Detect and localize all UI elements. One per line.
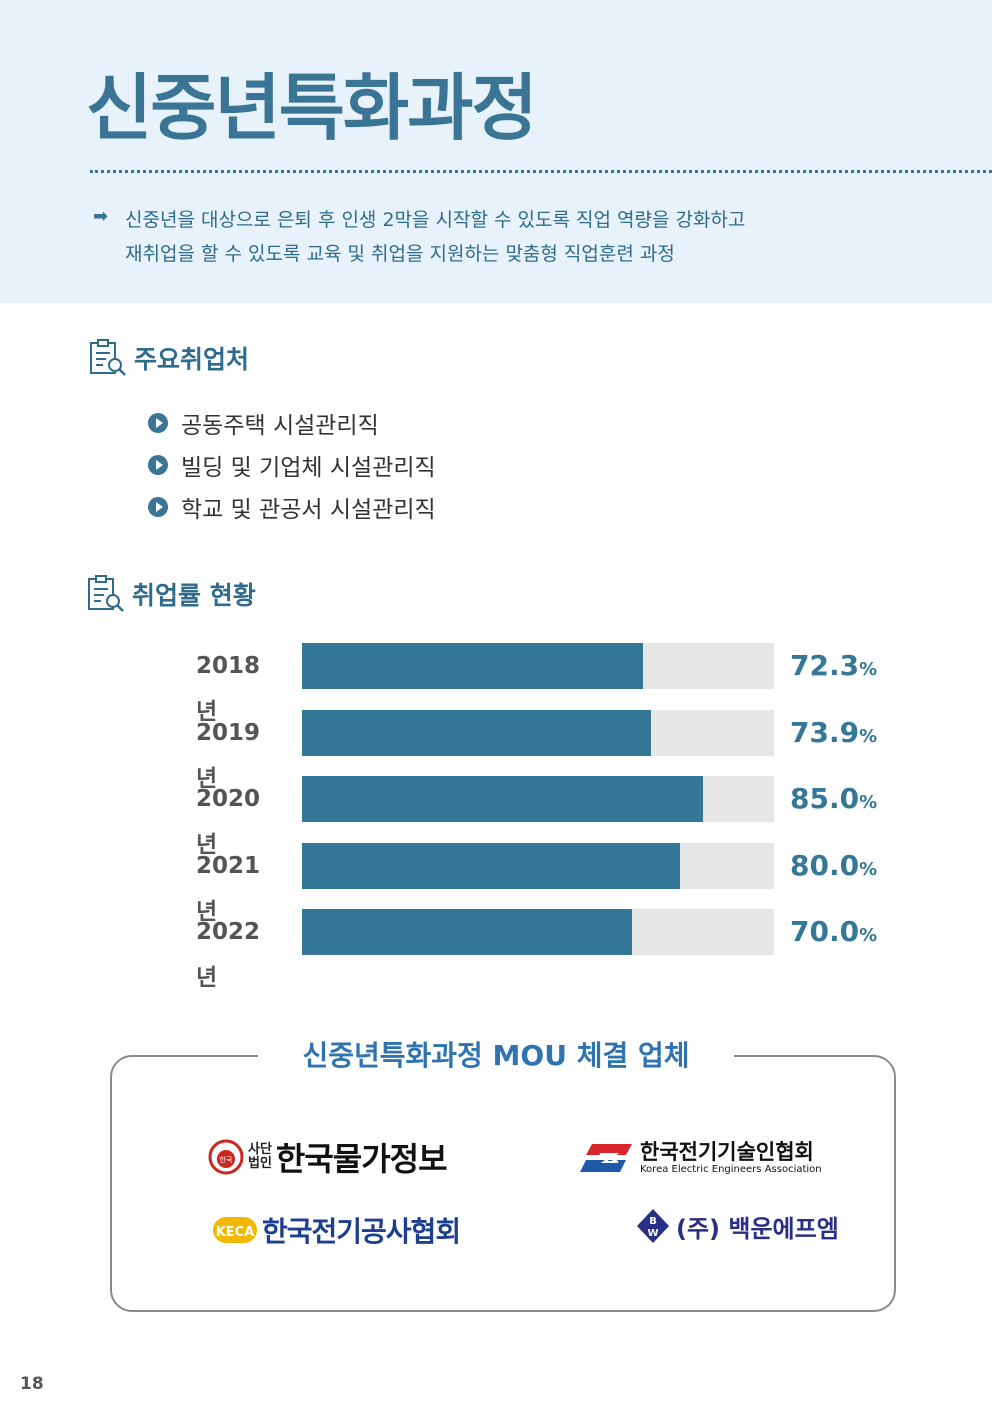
list-item: 학교 및 관공서 시설관리직 <box>148 486 436 528</box>
document-search-icon <box>88 575 124 612</box>
bar-track <box>302 776 774 822</box>
price-info-emblem-icon: 한국 <box>208 1139 244 1175</box>
section-title: 취업률 현황 <box>132 581 256 610</box>
bar-label: 2022년 <box>196 919 261 991</box>
logo-text: (주) 백운에프엠 <box>676 1214 839 1243</box>
baekwoon-emblem-icon: B W <box>637 1209 669 1243</box>
list-item-text: 빌딩 및 기업체 시설관리직 <box>181 455 436 481</box>
logo-keca: KECA 한국전기공사협회 <box>212 1210 461 1250</box>
list-item: 공동주택 시설관리직 <box>148 402 436 444</box>
header-band <box>0 0 992 303</box>
bar-value-label: 85.0% <box>790 782 878 815</box>
logo-prefix-top: 사단 <box>248 1142 272 1157</box>
logo-text: 한국물가정보 <box>275 1140 448 1178</box>
logo-kea: 한국전기기술인협회 Korea Electric Engineers Assoc… <box>578 1140 822 1176</box>
bar-track <box>302 909 774 955</box>
play-bullet-icon <box>148 413 168 433</box>
kea-emblem-icon <box>580 1144 632 1172</box>
logo-baekwoon: B W (주) 백운에프엠 <box>636 1208 839 1244</box>
bar-track <box>302 710 774 756</box>
bar <box>302 643 644 689</box>
play-bullet-icon <box>148 497 168 517</box>
keca-emblem-icon: KECA <box>213 1217 257 1243</box>
logo-text: 한국전기기술인협회 <box>640 1140 814 1164</box>
logo-prefix-bottom: 법인 <box>248 1156 272 1171</box>
intro-line: 재취업을 할 수 있도록 교육 및 취업을 지원하는 맞춤형 직업훈련 과정 <box>125 243 675 265</box>
page-title: 신중년특화과정 <box>86 66 538 150</box>
employers-heading: 주요취업처 <box>88 338 249 378</box>
bar <box>302 776 704 822</box>
bar-value-label: 73.9% <box>790 716 878 749</box>
logo-subtitle: Korea Electric Engineers Association <box>640 1164 822 1175</box>
bar-label: 2021년 <box>196 853 261 925</box>
emblem-text-top: B <box>649 1216 657 1227</box>
bar-track <box>302 843 774 889</box>
bar-value-label: 70.0% <box>790 915 878 948</box>
logo-korea-price-info: 한국 사단 법인 한국물가정보 <box>208 1134 448 1180</box>
bar <box>302 909 633 955</box>
bar-label: 2020년 <box>196 786 261 858</box>
bar-label: 2018년 <box>196 653 261 725</box>
bar-value-label: 72.3% <box>790 649 878 682</box>
bar <box>302 843 680 889</box>
list-item-text: 학교 및 관공서 시설관리직 <box>181 497 436 523</box>
mou-title: 신중년특화과정 MOU 체결 업체 <box>258 1034 734 1078</box>
emblem-text-bottom: W <box>647 1228 658 1239</box>
bar <box>302 710 651 756</box>
dotted-divider <box>90 170 992 173</box>
emblem-text: 한국 <box>220 1156 233 1164</box>
logo-text: 한국전기공사협회 <box>262 1215 461 1248</box>
employment-heading: 취업률 현황 <box>86 574 256 614</box>
bar-track <box>302 643 774 689</box>
arrow-right-icon: ➡ <box>93 206 109 227</box>
play-bullet-icon <box>148 455 168 475</box>
logo-prefix: 사단 법인 <box>248 1143 272 1171</box>
section-title: 주요취업처 <box>134 345 250 374</box>
page-number: 18 <box>20 1374 44 1394</box>
emblem-text: KECA <box>216 1225 255 1240</box>
employer-list: 공동주택 시설관리직 빌딩 및 기업체 시설관리직 학교 및 관공서 시설관리직 <box>148 402 436 528</box>
intro-text: 신중년을 대상으로 은퇴 후 인생 2막을 시작할 수 있도록 직업 역량을 강… <box>125 203 745 271</box>
bar-value-label: 80.0% <box>790 849 878 882</box>
document-search-icon <box>90 339 126 376</box>
list-item: 빌딩 및 기업체 시설관리직 <box>148 444 436 486</box>
mou-box <box>110 1055 896 1312</box>
list-item-text: 공동주택 시설관리직 <box>181 413 379 439</box>
bar-label: 2019년 <box>196 720 261 792</box>
kea-text: 한국전기기술인협회 Korea Electric Engineers Assoc… <box>640 1140 822 1176</box>
intro-line: 신중년을 대상으로 은퇴 후 인생 2막을 시작할 수 있도록 직업 역량을 강… <box>125 209 746 231</box>
